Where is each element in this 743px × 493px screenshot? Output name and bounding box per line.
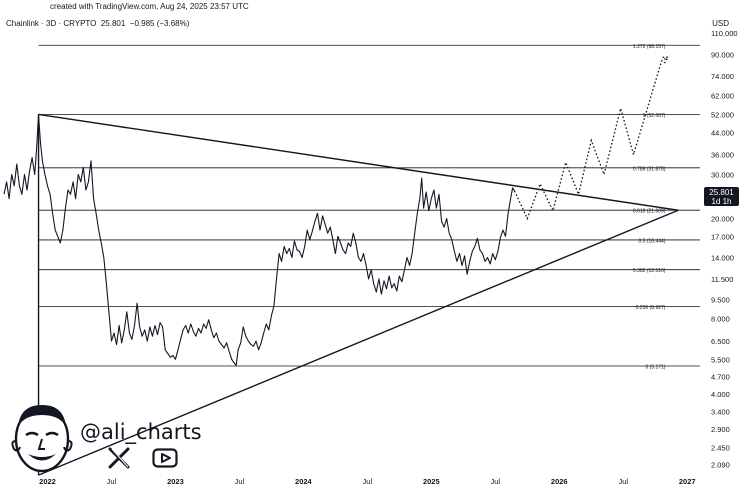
y-tick-label: 36.000	[711, 151, 734, 160]
y-tick-label: 14.000	[711, 253, 734, 262]
x-tick-label: Jul	[235, 477, 245, 486]
y-tick-label: 11.500	[711, 275, 733, 284]
created-with-note: created with TradingView.com, Aug 24, 20…	[50, 2, 249, 11]
y-tick-label: 6.500	[711, 337, 730, 346]
price-tag-value: 25.801	[709, 188, 734, 197]
y-tick-label: 52.000	[711, 110, 734, 119]
symbol-name: Chainlink · 3D · CRYPTO	[6, 19, 97, 28]
fib-level-label: 1 (52.007)	[643, 113, 666, 119]
author-handle: @ali_charts	[80, 420, 202, 444]
y-tick-label: 2.900	[711, 425, 730, 434]
current-price-tag: 25.801 1d 1h	[704, 187, 739, 206]
x-tick-label: 2022	[39, 477, 56, 486]
youtube-icon[interactable]	[152, 448, 178, 468]
price-tag-interval: 1d 1h	[711, 197, 732, 206]
x-tick-label: 2024	[295, 477, 313, 486]
y-tick-label: 4.700	[711, 372, 730, 381]
y-tick-label: 3.400	[711, 408, 730, 417]
triangle-upper-line	[38, 113, 679, 211]
y-tick-label: 4.000	[711, 390, 730, 399]
fib-level-label: 0.618 (21.609)	[633, 209, 666, 215]
fib-level-label: 0.786 (31.878)	[633, 166, 666, 172]
projection-arrowhead	[660, 56, 670, 64]
y-tick-label: 44.000	[711, 129, 734, 138]
x-icon[interactable]	[108, 447, 130, 469]
y-tick-label: 20.000	[711, 215, 734, 224]
x-tick-label: 2023	[167, 477, 184, 486]
y-tick-label: 74.000	[711, 72, 734, 81]
projection-path-line	[513, 56, 669, 221]
x-tick-label: Jul	[490, 477, 500, 486]
x-tick-label: Jul	[363, 477, 373, 486]
fib-level-label: 0.5 (16.444)	[638, 238, 665, 244]
currency-label: USD	[712, 19, 729, 28]
y-tick-label: 30.000	[711, 170, 734, 179]
y-tick-label: 2.090	[711, 461, 730, 470]
y-tick-label: 8.000	[711, 314, 730, 323]
x-tick-label: 2026	[551, 477, 568, 486]
y-tick-label: 2.450	[711, 443, 730, 452]
avatar	[11, 405, 73, 473]
x-tick-label: Jul	[618, 477, 628, 486]
y-tick-label: 9.500	[711, 296, 730, 305]
y-tick-label: 90.000	[711, 51, 734, 60]
price-change: −0.985 (−3.68%)	[129, 19, 190, 28]
x-tick-label: 2027	[679, 477, 696, 486]
y-tick-label: 17.000	[711, 232, 734, 241]
price-series-line	[3, 113, 515, 366]
fib-level-label: 0.236 (8.927)	[636, 305, 666, 311]
y-tick-label: 62.000	[711, 91, 734, 100]
fib-level-label: 0 (5.171)	[645, 364, 665, 370]
symbol-info: Chainlink · 3D · CRYPTO 25.801 −0.985 (−…	[6, 19, 189, 28]
fib-level-label: 0.382 (12.516)	[633, 268, 666, 274]
y-tick-label: 5.500	[711, 355, 730, 364]
y-tick-label: 110.000	[711, 29, 738, 38]
fib-level-label: 1.272 (98.157)	[633, 44, 666, 50]
x-tick-label: Jul	[107, 477, 117, 486]
last-price: 25.801	[100, 19, 126, 28]
x-tick-label: 2025	[423, 477, 440, 486]
triangle-lower-line	[38, 209, 679, 476]
